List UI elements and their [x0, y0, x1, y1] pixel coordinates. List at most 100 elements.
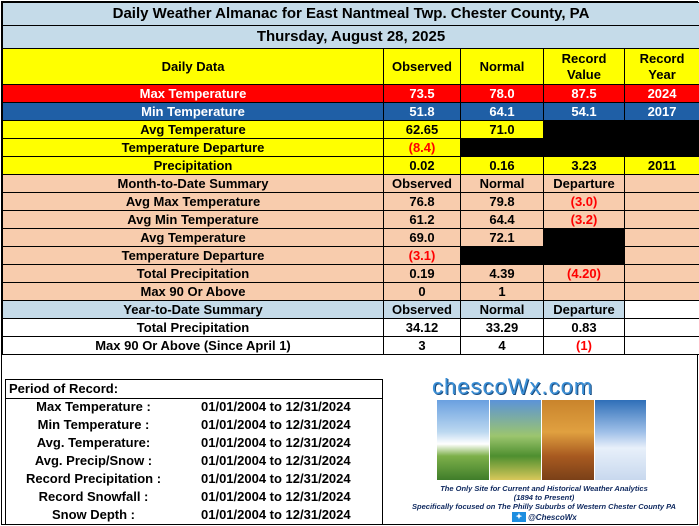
- ytd-max90-observed: 3: [383, 336, 461, 355]
- min-temp-normal: 64.1: [460, 102, 544, 121]
- blank-cell: [542, 120, 699, 139]
- blank-cell: [623, 174, 699, 193]
- tagline-2: (1894 to Present): [513, 493, 575, 502]
- temp-departure-observed: (8.4): [383, 138, 461, 157]
- precip-year: 2011: [623, 156, 699, 175]
- mtd-departure-observed: (3.1): [383, 246, 461, 265]
- col-header-record-value: Record Value: [543, 48, 625, 85]
- min-temp-year: 2017: [623, 102, 699, 121]
- mtd-max90-observed: 0: [383, 282, 461, 301]
- temp-departure-label: Temperature Departure: [2, 138, 384, 157]
- avg-temp-observed: 62.65: [383, 120, 461, 139]
- ytd-col-departure: Departure: [543, 300, 625, 319]
- blank-cell: [543, 228, 625, 247]
- mtd-avg-min-label: Avg Min Temperature: [2, 210, 384, 229]
- ytd-total-precip-label: Total Precipitation: [2, 318, 384, 337]
- ytd-col-observed: Observed: [383, 300, 461, 319]
- period-row-range: 01/01/2004 to 12/31/2024: [201, 489, 351, 504]
- mtd-max90-normal: 1: [460, 282, 544, 301]
- max-temp-record: 87.5: [543, 84, 625, 103]
- mtd-col-normal: Normal: [460, 174, 544, 193]
- avg-temp-label: Avg Temperature: [2, 120, 384, 139]
- min-temp-observed: 51.8: [383, 102, 461, 121]
- spring-photo: [437, 400, 489, 480]
- period-row: Avg. Temperature: 01/01/2004 to 12/31/20…: [6, 435, 384, 453]
- ytd-col-normal: Normal: [460, 300, 544, 319]
- chescowx-logo[interactable]: chescoWx.com The Only Site for Current a…: [394, 374, 694, 524]
- max-temp-normal: 78.0: [460, 84, 544, 103]
- period-row-range: 01/01/2004 to 12/31/2024: [201, 399, 351, 414]
- season-photos: [437, 400, 647, 480]
- ytd-total-precip-observed: 34.12: [383, 318, 461, 337]
- brand-name: chescoWx.com: [432, 374, 594, 399]
- twitter-icon: ✦: [512, 512, 526, 522]
- almanac-table: Daily Weather Almanac for East Nantmeal …: [1, 2, 699, 355]
- precip-record: 3.23: [543, 156, 625, 175]
- mtd-total-precip-label: Total Precipitation: [2, 264, 384, 283]
- mtd-total-precip-observed: 0.19: [383, 264, 461, 283]
- period-of-record-box: Period of Record: Max Temperature : 01/0…: [5, 379, 383, 525]
- autumn-photo: [542, 400, 594, 480]
- blank-cell: [623, 300, 699, 319]
- period-row-range: 01/01/2004 to 12/31/2024: [201, 471, 351, 486]
- period-row-label: Record Precipitation :: [25, 471, 162, 486]
- period-row-label: Record Snowfall :: [38, 489, 149, 504]
- ytd-total-precip-normal: 33.29: [460, 318, 544, 337]
- mtd-avg-max-observed: 76.8: [383, 192, 461, 211]
- mtd-avg-max-normal: 79.8: [460, 192, 544, 211]
- ytd-total-precip-departure: 0.83: [543, 318, 625, 337]
- col-header-record-year: Record Year: [623, 48, 699, 85]
- summer-photo: [489, 400, 541, 480]
- mtd-col-departure: Departure: [543, 174, 625, 193]
- period-of-record-title: Period of Record:: [6, 380, 382, 399]
- avg-temp-normal: 71.0: [460, 120, 544, 139]
- mtd-avg-min-departure: (3.2): [543, 210, 625, 229]
- ytd-header: Year-to-Date Summary: [2, 300, 384, 319]
- blank-cell: [623, 192, 699, 211]
- mtd-avg-min-observed: 61.2: [383, 210, 461, 229]
- twitter-handle[interactable]: ✦ @ChescoWx: [512, 512, 577, 522]
- period-row-label: Max Temperature :: [36, 399, 151, 414]
- max-temp-label: Max Temperature: [2, 84, 384, 103]
- precip-normal: 0.16: [460, 156, 544, 175]
- mtd-header: Month-to-Date Summary: [2, 174, 384, 193]
- period-row-range: 01/01/2004 to 12/31/2024: [201, 435, 351, 450]
- period-row: Min Temperature : 01/01/2004 to 12/31/20…: [6, 417, 384, 435]
- mtd-departure-label: Temperature Departure: [2, 246, 384, 265]
- min-temp-record: 54.1: [543, 102, 625, 121]
- period-row-range: 01/01/2004 to 12/31/2024: [201, 507, 351, 522]
- max-temp-observed: 73.5: [383, 84, 461, 103]
- ytd-max90-departure: (1): [543, 336, 625, 355]
- period-row-label: Avg. Temperature:: [36, 435, 151, 450]
- period-row: Avg. Precip/Snow : 01/01/2004 to 12/31/2…: [6, 453, 384, 471]
- mtd-avg-max-departure: (3.0): [543, 192, 625, 211]
- mtd-avg-min-normal: 64.4: [460, 210, 544, 229]
- twitter-handle-text: @ChescoWx: [528, 512, 577, 522]
- tagline-3: Specifically focused on The Philly Subur…: [412, 502, 676, 511]
- mtd-col-observed: Observed: [383, 174, 461, 193]
- mtd-max90-label: Max 90 Or Above: [2, 282, 384, 301]
- max-temp-year: 2024: [623, 84, 699, 103]
- ytd-max90-normal: 4: [460, 336, 544, 355]
- blank-cell: [623, 264, 699, 283]
- period-row-label: Avg. Precip/Snow :: [34, 453, 153, 468]
- blank-cell: [459, 138, 699, 157]
- blank-cell: [623, 228, 699, 247]
- ytd-max90-label: Max 90 Or Above (Since April 1): [2, 336, 384, 355]
- period-row-label: Min Temperature :: [37, 417, 150, 432]
- period-row-range: 01/01/2004 to 12/31/2024: [201, 453, 351, 468]
- blank-cell: [623, 282, 699, 301]
- mtd-total-precip-normal: 4.39: [460, 264, 544, 283]
- col-header-observed: Observed: [383, 48, 461, 85]
- winter-photo: [594, 400, 646, 480]
- blank-cell: [543, 282, 625, 301]
- mtd-avg-temp-label: Avg Temperature: [2, 228, 384, 247]
- mtd-avg-temp-observed: 69.0: [383, 228, 461, 247]
- tagline-1: The Only Site for Current and Historical…: [440, 484, 648, 493]
- blank-cell: [623, 318, 699, 337]
- mtd-total-precip-departure: (4.20): [543, 264, 625, 283]
- min-temp-label: Min Temperature: [2, 102, 384, 121]
- col-header-daily-data: Daily Data: [2, 48, 384, 85]
- period-row: Record Precipitation : 01/01/2004 to 12/…: [6, 471, 384, 489]
- blank-cell: [623, 210, 699, 229]
